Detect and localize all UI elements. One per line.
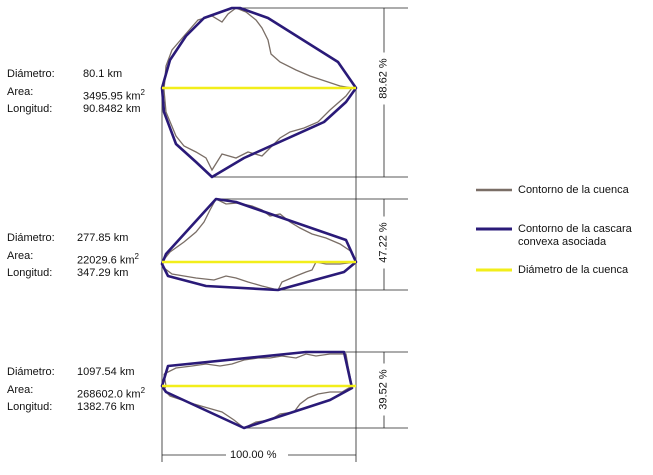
- legend-contour-label: Contorno de la cuenca: [518, 184, 629, 196]
- basin-1-area-value: 3495.95 km2: [83, 88, 145, 103]
- basin-2-hull: [160, 197, 358, 292]
- basin-2-length-label: Longitud: 347.29 km: [7, 267, 129, 279]
- legend-diameter-label: Diámetro de la cuenca: [518, 264, 629, 276]
- basin-3: [160, 350, 356, 430]
- legend-swatches: [476, 188, 512, 272]
- basin-3-diameter-label: Diámetro: 1097.54 km: [7, 366, 135, 378]
- basin-1: [160, 6, 358, 179]
- basin-2: [160, 197, 358, 292]
- basin-3-hull: [160, 350, 354, 430]
- basin-2-length-value: 347.29 km: [77, 267, 129, 279]
- legend-hull-label: Contorno de la cascara convexa asociada: [518, 223, 632, 248]
- basin-2-height-percent: 47.22 %: [377, 216, 391, 269]
- basin-3-height-percent: 39.52 %: [377, 363, 391, 416]
- basin-2-diameter-value: 277.85 km: [77, 232, 129, 244]
- basin-1-height-percent: 88.62 %: [377, 52, 391, 105]
- basin-2-area-label: Area: 22029.6 km2: [7, 250, 139, 267]
- basin-3-length-value: 1382.76 km: [77, 401, 135, 413]
- basin-1-contour: [163, 7, 354, 172]
- basin-1-diameter-value: 80.1 km: [83, 68, 123, 80]
- basin-2-area-value: 22029.6 km2: [77, 252, 139, 267]
- basin-2-diameter-label: Diámetro: 277.85 km: [7, 232, 129, 244]
- basin-1-length-label: Longitud: 90.8482 km: [7, 103, 141, 115]
- basin-1-length-value: 90.8482 km: [83, 103, 141, 115]
- basin-3-area-value: 268602.0 km2: [77, 386, 146, 401]
- basin-3-length-label: Longitud: 1382.76 km: [7, 401, 135, 413]
- basin-3-diameter-value: 1097.54 km: [77, 366, 135, 378]
- basin-1-diameter-label: Diámetro: 80.1 km: [7, 68, 123, 80]
- guide-lines: [161, 7, 408, 462]
- basin-1-area-label: Area: 3495.95 km2: [7, 86, 145, 103]
- basin-1-hull: [160, 6, 358, 179]
- basin-3-area-label: Area: 268602.0 km2: [7, 384, 146, 401]
- basin-3-contour: [163, 353, 353, 429]
- width-percent: 100.00 %: [230, 449, 277, 462]
